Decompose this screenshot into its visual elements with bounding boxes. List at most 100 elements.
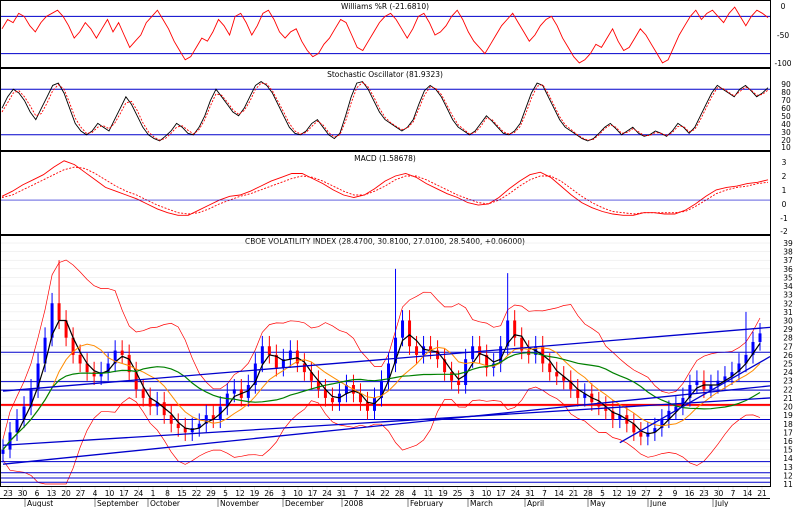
series-line — [1, 81, 769, 142]
price-tick-label: 26 — [783, 351, 793, 360]
x-tick-label: 17 — [496, 489, 506, 498]
trend-line — [619, 356, 771, 444]
candle-body — [506, 320, 510, 347]
price-tick-label: 27 — [783, 342, 793, 351]
x-tick-label: 13 — [47, 489, 57, 498]
x-tick-label: 2 — [658, 489, 663, 498]
x-tick-label: 8 — [165, 489, 170, 498]
x-tick-label: 24 — [134, 489, 144, 498]
williams-tick: -100 — [774, 59, 791, 68]
williams-panel: Williams %R (-21.6810) 0 -50 -100 — [0, 0, 792, 68]
stochastic-title: Stochastic Oscillator (81.9323) — [327, 70, 443, 79]
candle-body — [562, 376, 566, 381]
price-tick-label: 18 — [783, 420, 793, 429]
macd-panel: MACD (1.58678) 3 2 1 0 -1 -2 — [0, 151, 788, 236]
series-line — [1, 166, 769, 215]
candle-body — [295, 350, 299, 364]
candle-body — [50, 303, 54, 338]
macd-tick: 2 — [782, 172, 787, 181]
candle-body — [471, 346, 475, 360]
stochastic-tick: 40 — [781, 120, 791, 129]
candle-body — [485, 354, 489, 368]
candle-body — [387, 363, 391, 381]
price-tick-label: 11 — [783, 480, 793, 489]
candle-body — [330, 397, 334, 403]
candle-body — [723, 376, 727, 381]
candle-body — [576, 389, 580, 398]
month-label: July — [714, 499, 729, 507]
candle-body — [443, 359, 447, 373]
williams-title: Williams %R (-21.6810) — [341, 2, 429, 11]
price-tick-label: 14 — [783, 454, 793, 463]
x-tick-label: 20 — [61, 489, 71, 498]
candle-body — [288, 350, 292, 360]
month-label: February — [410, 499, 444, 507]
x-axis: 23 30 6 13 20 27 4 10 17 24 1 8 15 22 29 5 12 19 26 3 10 17 24… — [0, 487, 770, 507]
x-tick-label: 25 — [453, 489, 463, 498]
candle-body — [716, 380, 720, 386]
price-tick-label: 29 — [783, 325, 793, 334]
x-tick-label: 14 — [743, 489, 753, 498]
price-tick-label: 24 — [783, 368, 793, 377]
x-tick-label: 31 — [525, 489, 535, 498]
bollinger-lower — [2, 386, 761, 485]
stochastic-tick: 80 — [781, 88, 791, 97]
x-tick-label: 10 — [482, 489, 492, 498]
candle-body — [211, 415, 215, 420]
price-tick-label: 28 — [783, 334, 793, 343]
candle-body — [372, 397, 376, 411]
candle-body — [639, 432, 643, 437]
bollinger-upper — [2, 259, 761, 440]
candle-body — [260, 346, 264, 364]
price-tick-label: 38 — [783, 248, 793, 257]
x-tick-label: 11 — [424, 489, 434, 498]
x-tick-label: 12 — [235, 489, 245, 498]
candle-body — [106, 363, 110, 373]
candle-body — [316, 380, 320, 390]
candle-body — [344, 385, 348, 394]
stochastic-panel: Stochastic Oscillator (81.9323) 90 80 70… — [0, 68, 791, 152]
price-tick-label: 21 — [783, 394, 793, 403]
x-tick-label: 19 — [250, 489, 260, 498]
moving-average-green — [2, 352, 761, 450]
candle-body — [246, 385, 250, 398]
x-tick-label: 24 — [511, 489, 521, 498]
x-tick-label: 28 — [583, 489, 593, 498]
trend-line — [2, 397, 771, 446]
candle-body — [758, 333, 762, 342]
month-label: October — [150, 499, 181, 507]
candle-body — [267, 346, 271, 355]
candle-body — [22, 406, 26, 420]
series-line — [1, 6, 769, 64]
candle-body — [520, 337, 524, 351]
candle-body — [274, 354, 278, 368]
month-label: September — [97, 499, 139, 507]
candle-body — [583, 393, 587, 398]
stochastic-tick: 30 — [781, 128, 791, 137]
x-tick-label: 19 — [627, 489, 637, 498]
series-line — [1, 160, 769, 216]
candle-body — [309, 372, 313, 381]
candle-body — [688, 385, 692, 398]
price-tick-label: 39 — [783, 239, 793, 248]
candle-body — [555, 372, 559, 377]
candle-body — [92, 372, 96, 377]
candle-body — [169, 415, 173, 424]
stochastic-tick: 90 — [781, 80, 791, 89]
candle-body — [225, 393, 229, 407]
candle-body — [394, 337, 398, 364]
price-tick-label: 17 — [783, 428, 793, 437]
candle-body — [323, 389, 327, 398]
x-tick-label: 12 — [612, 489, 622, 498]
candle-body — [646, 432, 650, 437]
x-tick-label: 7 — [542, 489, 547, 498]
x-tick-label: 23 — [3, 489, 13, 498]
candle-body — [457, 380, 461, 386]
x-tick-label: 4 — [412, 489, 417, 498]
price-tick-label: 37 — [783, 256, 793, 265]
candle-body — [197, 423, 201, 429]
candle-body — [380, 380, 383, 398]
price-tick-label: 20 — [783, 403, 793, 412]
candle-body — [43, 337, 47, 364]
price-tick-label: 16 — [783, 437, 793, 446]
